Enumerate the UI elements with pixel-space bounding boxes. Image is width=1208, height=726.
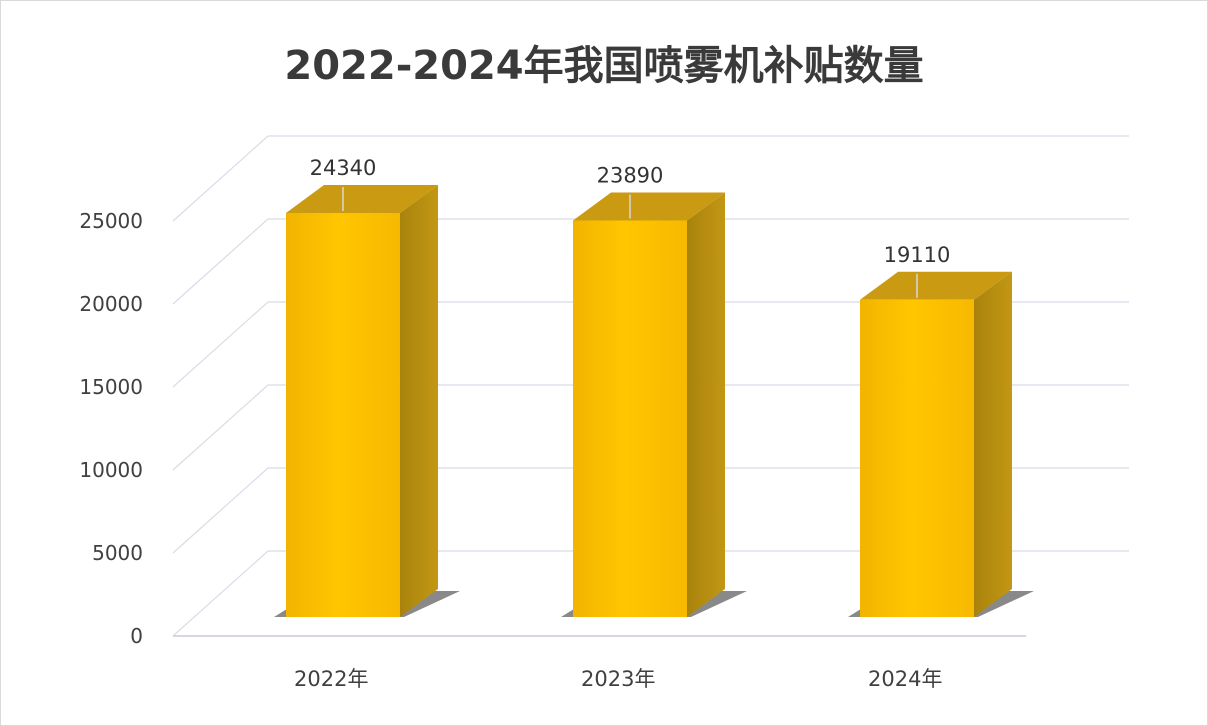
y-tick-label: 0 (130, 624, 143, 648)
gridline-side (172, 218, 269, 305)
x-tick-label: 2023年 (581, 667, 655, 691)
bar-side (974, 271, 1012, 617)
data-label: 24340 (310, 156, 377, 180)
gridline-side (172, 135, 269, 222)
data-label: 19110 (884, 243, 951, 267)
y-tick-label: 20000 (79, 292, 143, 316)
y-tick-label: 5000 (92, 541, 143, 565)
x-tick-label: 2022年 (294, 667, 368, 691)
bar-top (573, 192, 725, 221)
bar (860, 299, 974, 617)
y-tick-label: 15000 (79, 375, 143, 399)
bar (286, 213, 400, 617)
gridline-side (172, 301, 269, 388)
y-axis: 0 5000 10000 15000 20000 25000 (79, 209, 143, 648)
y-tick-label: 10000 (79, 458, 143, 482)
y-tick-label: 25000 (79, 209, 143, 233)
bars (274, 185, 1034, 618)
gridline-side (172, 550, 269, 637)
data-labels: 24340 23890 19110 (310, 156, 951, 298)
gridline-side (172, 467, 269, 554)
bar-side (687, 192, 725, 618)
bar-top (860, 271, 1012, 300)
x-tick-label: 2024年 (868, 667, 942, 691)
bar-side (400, 185, 438, 617)
x-axis: 2022年 2023年 2024年 (294, 667, 942, 691)
gridline-side (172, 384, 269, 471)
bar-top (286, 185, 438, 213)
bar (573, 220, 687, 618)
data-label: 23890 (597, 163, 664, 187)
chart-title: 2022-2024年我国喷雾机补贴数量 (284, 43, 923, 89)
